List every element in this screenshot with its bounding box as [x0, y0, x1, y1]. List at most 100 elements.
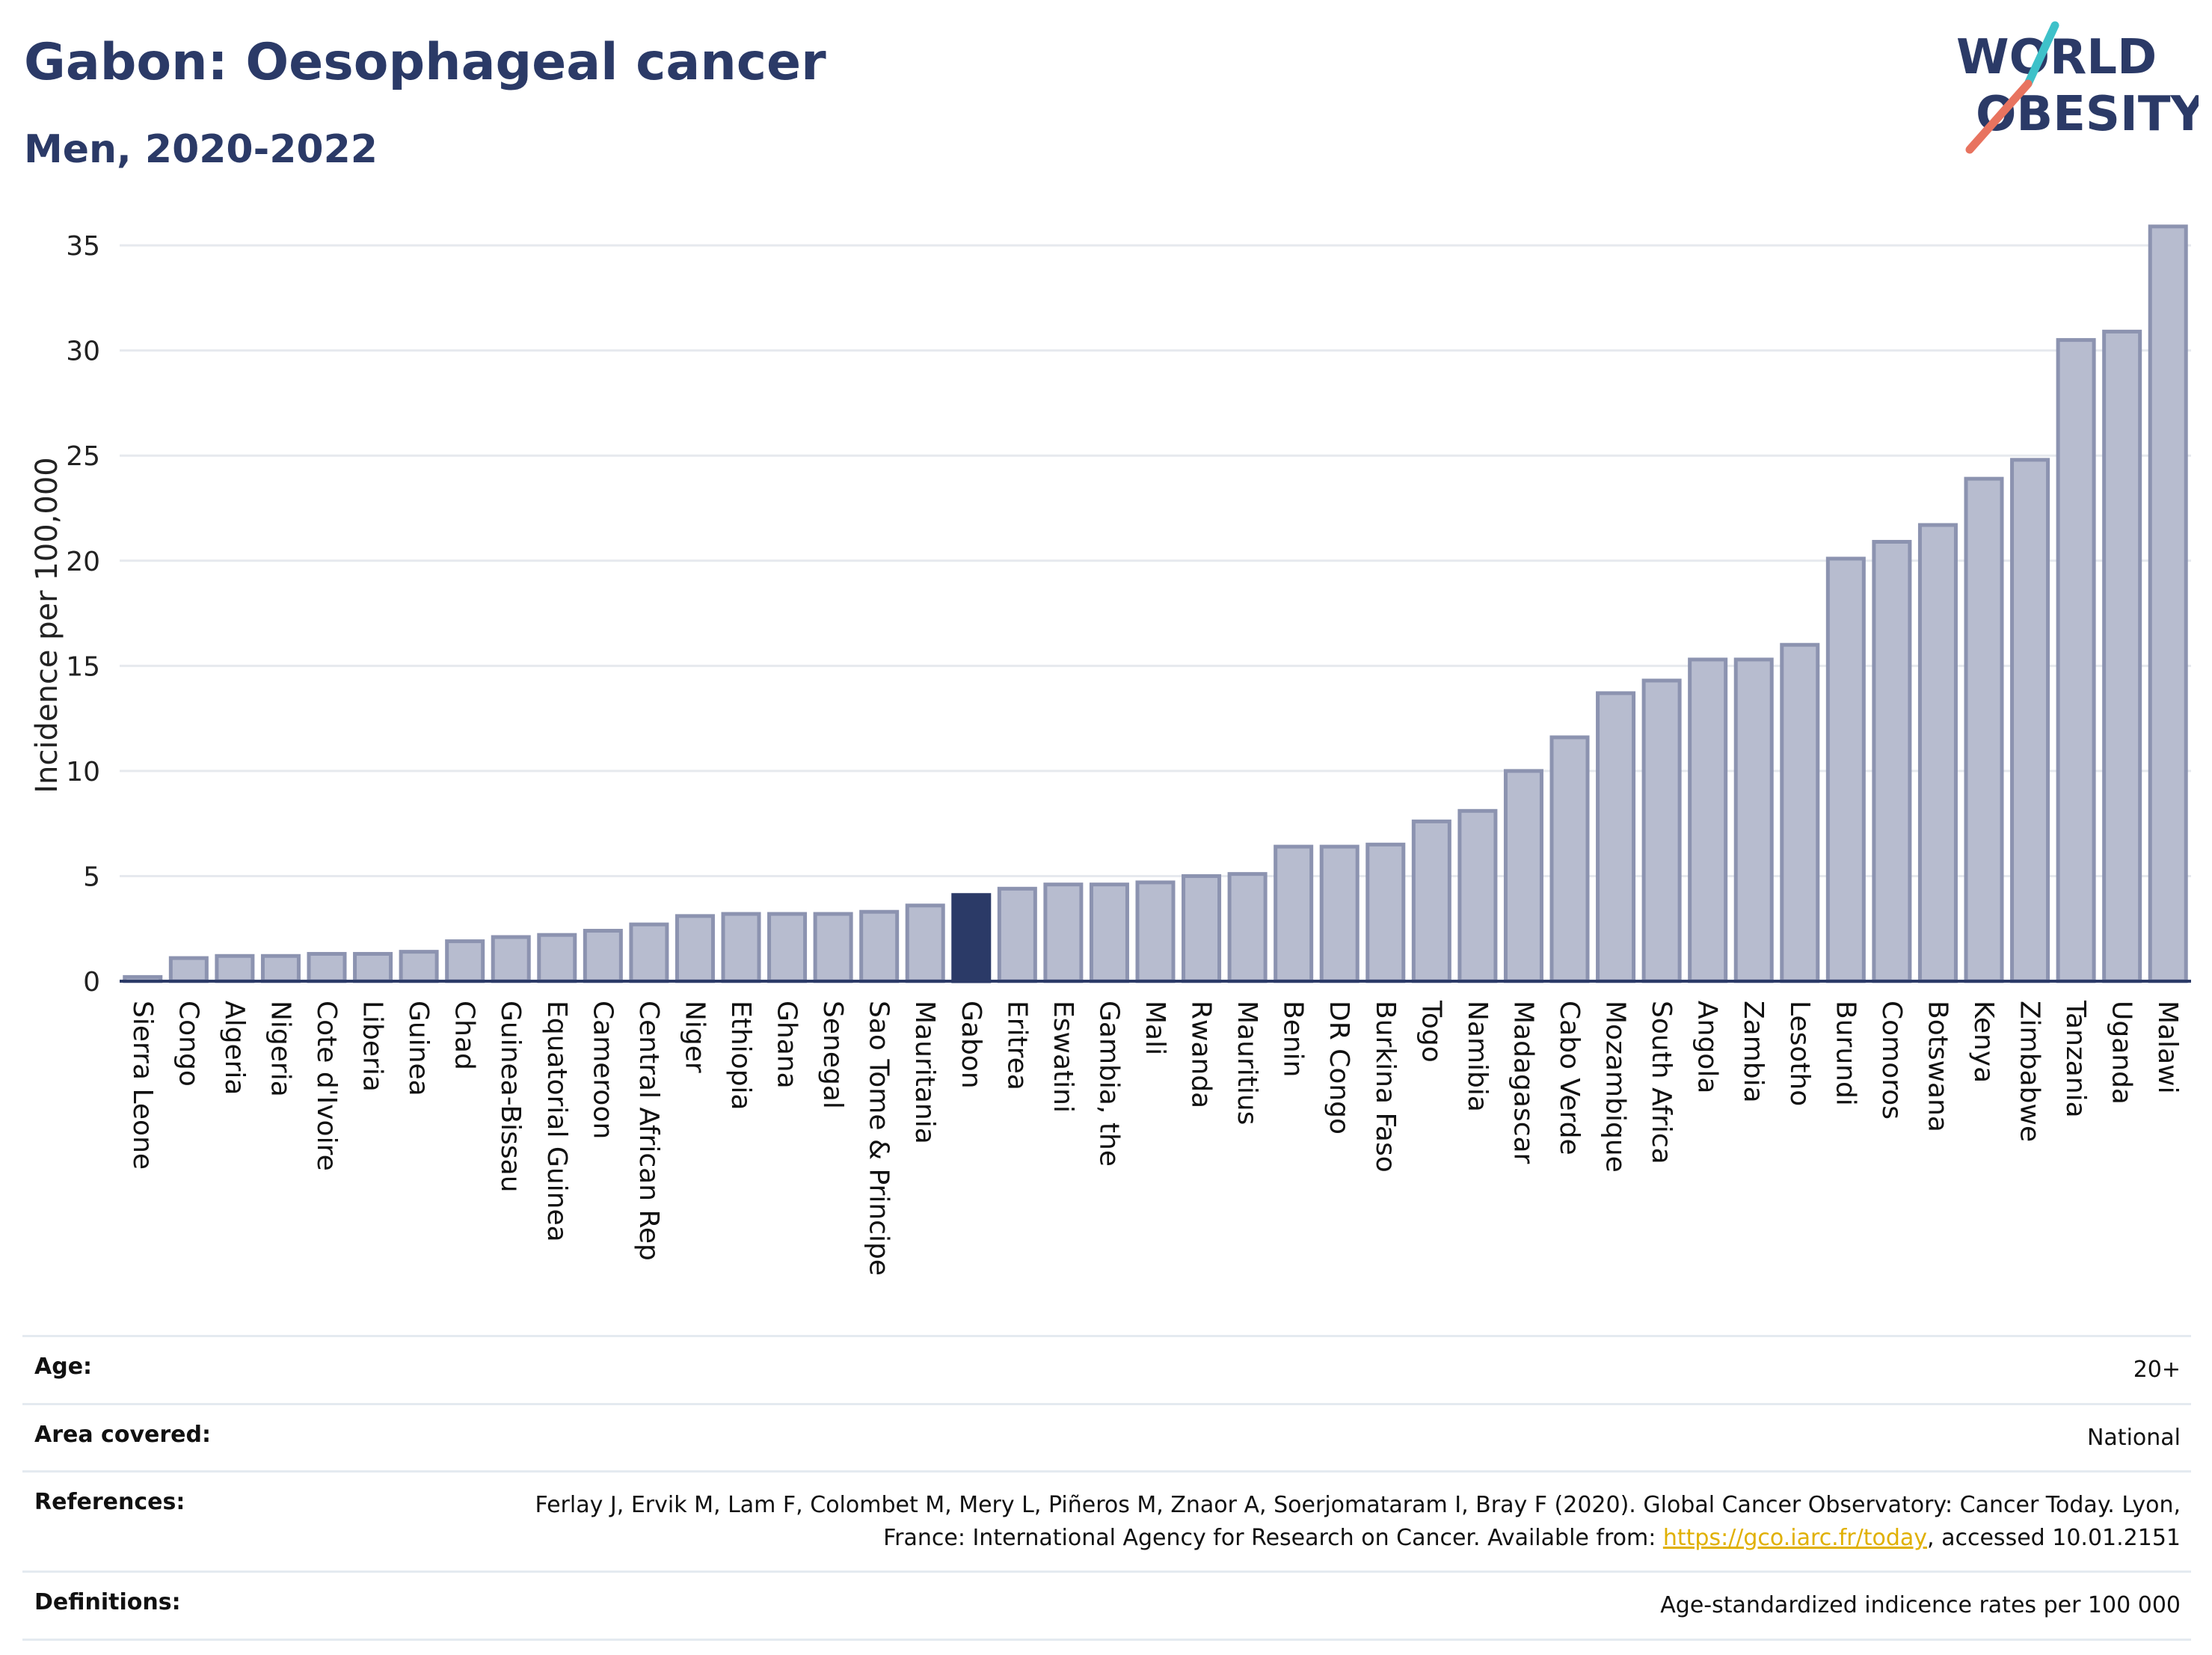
bar-chad	[445, 939, 485, 983]
bar-gabon	[951, 893, 992, 983]
x-tick-label: Chad	[449, 1001, 480, 1070]
chart-subtitle: Men, 2020-2022	[24, 127, 378, 172]
bar-uganda	[2102, 329, 2142, 983]
bar-equatorial-guinea	[537, 933, 577, 983]
x-tick-label: Congo	[173, 1001, 203, 1087]
info-row-area: Area covered: National	[22, 1402, 2191, 1471]
x-tick-label: Rwanda	[1186, 1001, 1217, 1108]
reference-link[interactable]: https://gco.iarc.fr/today	[1662, 1524, 1928, 1551]
bar-liberia	[353, 951, 393, 983]
x-tick-label: Algeria	[219, 1001, 250, 1096]
x-tick-label: Namibia	[1462, 1001, 1493, 1112]
y-tick-label: 5	[83, 862, 100, 892]
x-tick-label: Comoros	[1876, 1001, 1907, 1120]
bar-mali	[1135, 880, 1176, 983]
x-tick-label: Central African Rep	[633, 1001, 664, 1261]
x-tick-label: Gabon	[956, 1001, 986, 1089]
world-obesity-logo: WORLD OBESITY	[1956, 21, 2199, 154]
y-tick-label: 35	[66, 231, 100, 262]
bar-comoros	[1872, 539, 1912, 983]
x-tick-label: Malawi	[2152, 1001, 2183, 1094]
x-tick-label: Mauritania	[909, 1001, 940, 1144]
x-tick-label: Angola	[1692, 1001, 1723, 1093]
bar-ethiopia	[721, 912, 761, 983]
reference-text: Ferlay J, Ervik M, Lam F, Colombet M, Me…	[535, 1492, 2181, 1551]
bar-cabo-verde	[1549, 735, 1590, 983]
x-tick-label: Cote d'Ivoire	[311, 1001, 342, 1171]
bar-malawi	[2148, 224, 2188, 983]
bar-lesotho	[1780, 642, 1820, 983]
bar-burkina-faso	[1365, 842, 1406, 983]
bar-senegal	[813, 912, 853, 983]
x-tick-label: Sao Tome & Principe	[864, 1001, 894, 1276]
logo-slash-red	[1965, 79, 2033, 154]
y-tick-label: 10	[66, 757, 100, 787]
info-label-area: Area covered:	[34, 1421, 211, 1448]
bar-mozambique	[1596, 691, 1636, 983]
y-tick-label: 30	[66, 337, 100, 367]
info-value-definitions: Age-standardized indicence rates per 100…	[1660, 1592, 2181, 1618]
x-tick-label: Burkina Faso	[1370, 1001, 1401, 1173]
info-row-age: Age: 20+	[22, 1335, 2191, 1403]
y-tick-label: 25	[66, 441, 100, 472]
info-table: Age: 20+ Area covered: National Referenc…	[22, 1335, 2191, 1641]
x-tick-label: Zambia	[1738, 1001, 1769, 1103]
logo-text-world: WORLD	[1956, 30, 2157, 85]
info-row-references: References: Ferlay J, Ervik M, Lam F, Co…	[22, 1470, 2191, 1570]
bar-mauritius	[1227, 872, 1268, 983]
x-tick-label: Zimbabwe	[2015, 1001, 2045, 1142]
x-tick-label: Mauritius	[1232, 1001, 1262, 1125]
bar-algeria	[215, 954, 255, 983]
bar-mauritania	[905, 903, 945, 983]
info-value-area: National	[2086, 1424, 2181, 1451]
x-tick-label: Gambia, the	[1093, 1001, 1124, 1167]
x-tick-label: Guinea-Bissau	[495, 1001, 526, 1193]
info-value-age: 20+	[2133, 1357, 2181, 1383]
bar-eritrea	[997, 886, 1037, 983]
x-tick-label: Equatorial Guinea	[541, 1001, 572, 1242]
x-tick-label: Cameroon	[587, 1001, 618, 1139]
bar-zimbabwe	[2010, 458, 2050, 983]
x-tick-label: Sierra Leone	[127, 1001, 158, 1170]
x-tick-label: Burundi	[1830, 1001, 1861, 1106]
info-label-references: References:	[34, 1489, 185, 1515]
x-tick-label: Lesotho	[1784, 1001, 1815, 1106]
bar-cote-d-ivoire	[307, 951, 347, 983]
bar-south-africa	[1641, 678, 1682, 983]
y-tick-label: 0	[83, 967, 100, 998]
bar-congo	[168, 956, 209, 983]
x-tick-label: Ethiopia	[725, 1001, 756, 1111]
bar-tanzania	[2056, 338, 2096, 983]
x-tick-label: Uganda	[2107, 1001, 2137, 1105]
bar-botswana	[1917, 523, 1958, 983]
bar-burundi	[1825, 556, 1866, 983]
bar-eswatini	[1043, 882, 1084, 983]
x-axis-ticks: Sierra Leone Congo Algeria Nigeria Cote d'Iv…	[127, 1000, 2183, 1276]
x-tick-label: Benin	[1278, 1001, 1309, 1077]
bar-dr-congo	[1319, 844, 1360, 983]
bar-sao-tome-principe	[859, 909, 900, 983]
bar-benin	[1274, 844, 1314, 983]
bar-rwanda	[1182, 873, 1222, 983]
x-tick-label: Cabo Verde	[1554, 1001, 1585, 1155]
y-tick-label: 20	[66, 547, 100, 577]
bar-angola	[1688, 657, 1728, 983]
info-label-age: Age:	[34, 1354, 93, 1380]
x-tick-label: South Africa	[1646, 1001, 1677, 1164]
reference-accessed: , accessed 10.01.2151	[1927, 1524, 2181, 1551]
y-axis-ticks: 0 5 10 15 20 25 30 35	[66, 231, 100, 998]
x-tick-label: Ghana	[772, 1001, 802, 1089]
x-tick-label: Mali	[1140, 1001, 1170, 1055]
bar-kenya	[1964, 476, 2004, 983]
x-tick-label: DR Congo	[1324, 1001, 1354, 1134]
bar-guinea	[399, 950, 439, 983]
info-value-references: Ferlay J, Ervik M, Lam F, Colombet M, Me…	[461, 1489, 2181, 1554]
info-row-definitions: Definitions: Age-standardized indicence …	[22, 1570, 2191, 1641]
bar-ghana	[767, 912, 808, 983]
x-tick-label: Botswana	[1922, 1001, 1953, 1132]
bar-niger	[675, 914, 715, 983]
bar-central-african-rep	[629, 922, 669, 983]
x-tick-label: Nigeria	[265, 1001, 295, 1097]
bar-cameroon	[583, 929, 623, 983]
y-tick-label: 15	[66, 651, 100, 682]
